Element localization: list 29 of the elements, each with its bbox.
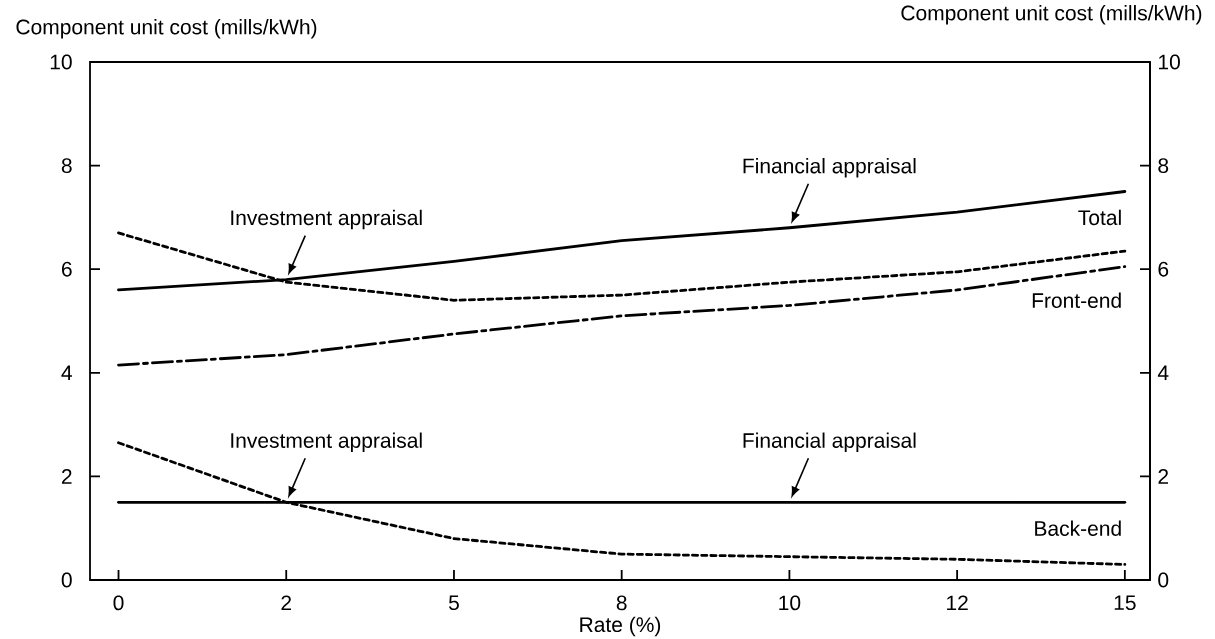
- annotation: Front-end: [1032, 292, 1121, 309]
- x-tick-label: 8: [616, 595, 627, 611]
- x-tick-label: 12: [947, 595, 968, 611]
- y-tick-label: 0: [61, 572, 72, 588]
- y-tick-label: 10: [50, 54, 72, 70]
- annotation: Investment appraisal: [231, 432, 422, 453]
- x-tick-label: 2: [281, 595, 291, 611]
- x-axis-title: Rate (%): [580, 616, 661, 637]
- y2-tick-label: 6: [1158, 261, 1169, 277]
- y2-tick-label: 4: [1157, 365, 1169, 381]
- annotation: Back-end: [1035, 520, 1121, 536]
- x-tick-label: 10: [779, 595, 801, 611]
- x-tick-label: 15: [1114, 595, 1136, 611]
- y2-tick-label: 0: [1158, 572, 1169, 588]
- annotation: Total: [1078, 209, 1121, 226]
- y2-tick-label: 8: [1158, 158, 1169, 174]
- y-tick-label: 6: [61, 261, 72, 277]
- y-axis-title: Component unit cost (mills/kWh): [16, 19, 317, 39]
- y-tick-label: 4: [61, 365, 72, 381]
- x-tick-label: 0: [113, 595, 124, 611]
- y2-axis-title: Component unit cost (mills/kWh): [901, 5, 1202, 25]
- y2-tick-label: 10: [1159, 54, 1180, 70]
- y2-tick-label: 2: [1158, 469, 1169, 484]
- annotation: Investment appraisal: [231, 209, 422, 230]
- annotation: Financial appraisal: [743, 157, 916, 178]
- y-tick-label: 8: [61, 158, 72, 174]
- annotation: Financial appraisal: [743, 432, 916, 453]
- y-tick-label: 2: [61, 469, 72, 484]
- x-tick-label: 5: [448, 595, 459, 611]
